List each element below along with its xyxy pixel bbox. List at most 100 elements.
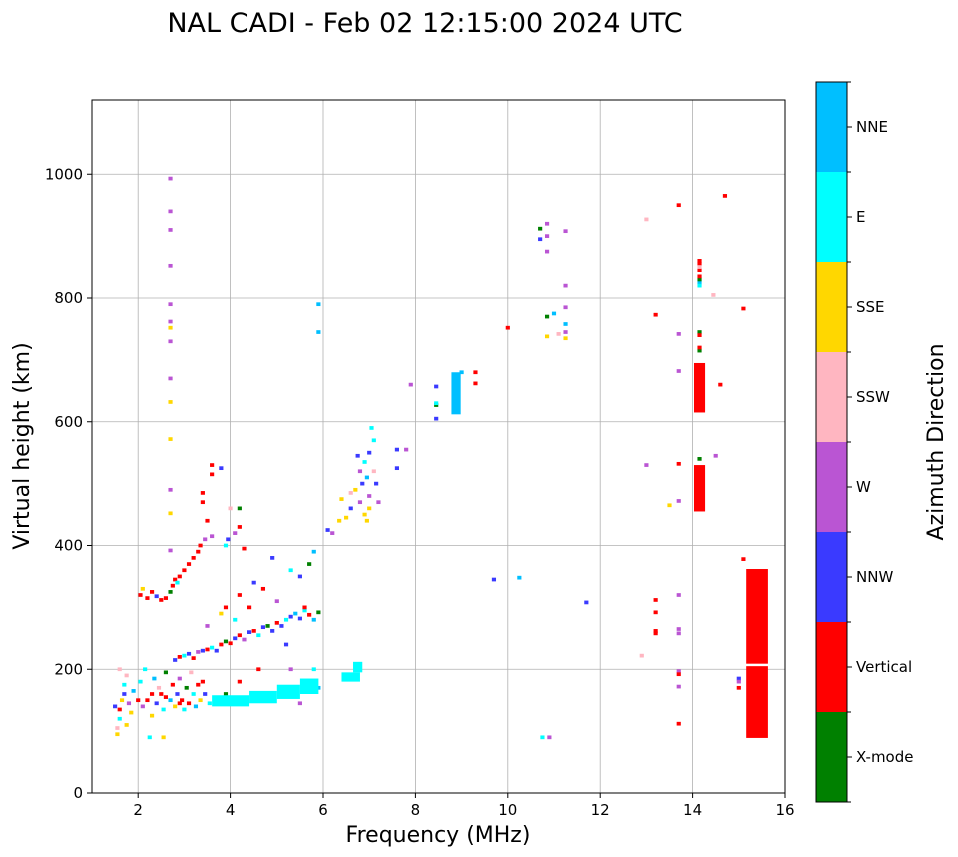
echo-cell-vertical <box>256 667 261 672</box>
echo-cell-vertical <box>697 274 702 279</box>
echo-cell-e <box>122 682 127 687</box>
echo-cell-w <box>288 667 293 672</box>
echo-cell-nnw <box>325 528 330 532</box>
echo-cell-sse <box>367 506 372 511</box>
echo-cell-nnw <box>186 651 192 656</box>
echo-cell-nne <box>551 311 557 316</box>
echo-cell-vertical <box>196 549 201 554</box>
echo-cell-nnw <box>736 676 741 681</box>
echo-cell-vertical <box>177 574 182 579</box>
echo-cell-w <box>168 209 173 214</box>
echo-cell-e <box>117 716 122 721</box>
echo-cell-w <box>357 469 363 474</box>
echo-cell-nnw <box>154 701 159 706</box>
echo-cell-nne <box>168 698 173 703</box>
plot-frame <box>91 99 786 794</box>
echo-cell-nne <box>193 704 199 709</box>
echo-cell-sse <box>219 611 224 616</box>
echo-cell-e <box>233 617 238 622</box>
echo-cell-w <box>274 599 279 604</box>
echo-cell-e <box>311 667 316 672</box>
echo-cell-vertical <box>186 562 192 566</box>
echo-cell-w <box>168 302 173 307</box>
echo-cell-vertical <box>177 655 182 659</box>
colorbar-tick-label: NNE <box>856 118 888 136</box>
echo-cell-vertical <box>198 543 203 548</box>
echo-cell-nnw <box>360 481 365 486</box>
echo-cell-e <box>540 735 545 740</box>
colorbar-swatch-ssw <box>816 352 847 442</box>
echo-cell-nne <box>316 330 321 334</box>
echo-cell-x-mode <box>697 457 702 461</box>
echo-cell-ssw <box>115 726 120 730</box>
echo-cell-x-mode <box>697 348 702 353</box>
echo-cell-w <box>676 332 681 336</box>
echo-cell-w <box>330 531 335 535</box>
echo-cell-w <box>544 234 550 238</box>
x-tick-label: 10 <box>498 801 517 819</box>
echo-cell-w <box>563 330 568 334</box>
colorbar-swatch-sse <box>816 262 847 352</box>
echo-cell-x-mode <box>544 314 550 319</box>
echo-cell-e <box>191 692 196 696</box>
colorbar-tick-label: E <box>856 208 865 226</box>
colorbar-tick-label: SSE <box>856 298 885 316</box>
echo-cell-vertical <box>274 620 279 625</box>
echo-cell-vertical <box>697 345 702 350</box>
echo-cell-nnw <box>226 537 231 542</box>
echo-cell-nnw <box>154 594 159 599</box>
echo-cell-nnw <box>260 625 266 630</box>
echo-block-vertical <box>693 465 706 512</box>
echo-cell-ssw <box>124 673 129 678</box>
echo-cell-vertical <box>247 605 252 610</box>
echo-cell-w <box>168 176 173 181</box>
colorbar-swatch-nnw <box>816 532 847 622</box>
echo-cell-w <box>376 500 381 505</box>
echo-cell-e <box>223 543 229 548</box>
echo-cell-vertical <box>741 557 746 561</box>
echo-cell-ssw <box>348 491 353 495</box>
echo-cell-vertical <box>138 593 143 597</box>
echo-cell-w <box>547 735 552 740</box>
echo-cell-nnw <box>434 416 439 421</box>
colorbar-tick-label: Vertical <box>856 658 912 676</box>
echo-cell-x-mode <box>697 277 702 282</box>
echo-cell-x-mode <box>184 685 189 690</box>
echo-cell-vertical <box>260 586 266 591</box>
echo-cell-sse <box>364 518 369 523</box>
echo-block-vertical <box>693 362 706 413</box>
echo-cell-vertical <box>697 262 702 266</box>
echo-cell-w <box>177 676 182 681</box>
echo-cell-vertical <box>170 583 175 588</box>
echo-block-e <box>341 672 360 682</box>
echo-cell-e <box>362 460 367 464</box>
echo-cell-w <box>205 624 210 628</box>
echo-cell-vertical <box>237 593 242 597</box>
echo-cell-nne <box>311 617 316 622</box>
echo-cell-e <box>302 608 307 613</box>
echo-cell-vertical <box>697 259 702 263</box>
echo-cell-nne <box>131 689 136 693</box>
echo-cell-vertical <box>302 605 307 610</box>
echo-cell-sse <box>337 518 342 523</box>
echo-cell-w <box>736 679 741 684</box>
y-tick-label: 1000 <box>45 165 83 183</box>
echo-cell-sse <box>168 511 173 516</box>
echo-block-e <box>276 684 300 699</box>
colorbar-tick-label: W <box>856 478 871 496</box>
echo-cell-sse <box>124 723 129 727</box>
echo-cell-vertical <box>205 647 210 652</box>
echo-cell-sse <box>140 586 145 591</box>
echo-cell-vertical <box>136 698 141 703</box>
echo-cell-e <box>182 653 187 658</box>
echo-cell-sse <box>198 698 203 703</box>
echo-cell-w <box>676 631 681 636</box>
echo-cell-nnw <box>297 616 302 621</box>
echo-cell-vertical <box>237 525 242 529</box>
echo-cell-sse <box>168 400 173 404</box>
echo-cell-nnw <box>355 453 360 458</box>
colorbar-swatch-nne <box>816 82 847 172</box>
echo-cell-w <box>544 249 550 254</box>
echo-cell-sse <box>544 334 550 339</box>
